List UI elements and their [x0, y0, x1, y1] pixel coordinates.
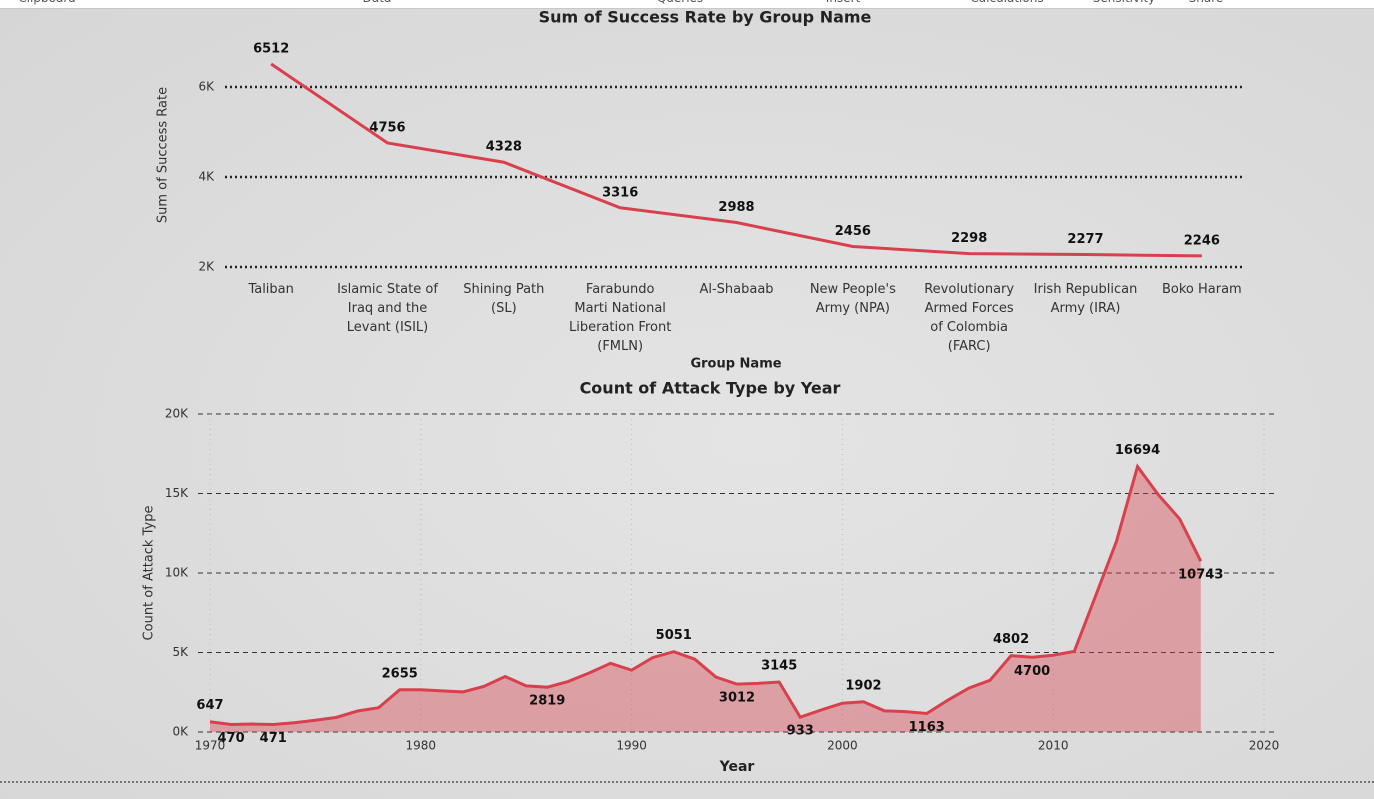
x-tick-label: 1970 — [195, 739, 226, 753]
chart-title: Count of Attack Type by Year — [580, 379, 841, 398]
data-label: 4756 — [369, 120, 405, 135]
x-tick-label: Farabundo Marti National Liberation Fron… — [568, 282, 672, 354]
data-label: 16694 — [1115, 443, 1160, 458]
line — [270, 62, 1202, 258]
x-tick-label: Islamic State of Iraq and the Levant (IS… — [337, 282, 438, 335]
y-tick-label: 2K — [198, 260, 215, 274]
data-label: 4700 — [1014, 664, 1050, 679]
data-label: 2277 — [1067, 232, 1103, 247]
data-label: 2456 — [835, 224, 871, 239]
ribbon-tab: Sensitivity — [1093, 0, 1155, 5]
ribbon-tab: Data — [363, 0, 392, 5]
data-label: 647 — [196, 698, 223, 713]
data-label: 2655 — [382, 666, 418, 681]
y-tick-label: 0K — [172, 725, 189, 739]
x-tick-label: 2020 — [1249, 739, 1280, 753]
data-label: 1902 — [845, 678, 881, 693]
data-label: 6512 — [253, 41, 289, 56]
data-label: 933 — [787, 724, 814, 739]
data-label: 10743 — [1178, 568, 1223, 583]
x-tick-label: Taliban — [248, 282, 294, 297]
data-label: 2988 — [718, 200, 754, 215]
x-tick-label: New People's Army (NPA) — [809, 282, 896, 316]
data-label: 2819 — [529, 694, 565, 709]
data-label: 2246 — [1184, 233, 1220, 248]
data-label: 470 — [218, 731, 245, 746]
x-tick-label: Boko Haram — [1161, 282, 1242, 297]
x-tick-label: Shining Path (SL) — [463, 282, 545, 316]
ribbon-tab: Queries — [657, 0, 703, 5]
data-label: 3316 — [602, 185, 638, 200]
area — [210, 466, 1201, 732]
y-tick-label: 20K — [165, 407, 189, 421]
y-tick-label: 6K — [198, 80, 215, 94]
ribbon-tab: Share — [1189, 0, 1224, 5]
data-label: 5051 — [656, 628, 692, 643]
y-axis-title: Count of Attack Type — [142, 506, 157, 641]
data-label: 4802 — [993, 632, 1029, 647]
x-tick-label: 1990 — [616, 739, 647, 753]
x-tick-label: Irish Republican Army (IRA) — [1033, 282, 1138, 316]
x-axis-title: Group Name — [690, 357, 781, 372]
x-tick-label: 2010 — [1038, 739, 1069, 753]
x-tick-label: Al-Shabaab — [699, 282, 774, 297]
data-label: 4328 — [486, 140, 522, 155]
line — [209, 463, 1203, 727]
x-tick-label: 2000 — [827, 739, 858, 753]
y-tick-label: 10K — [165, 566, 189, 580]
chart-title: Sum of Success Rate by Group Name — [539, 8, 872, 27]
data-label: 471 — [260, 731, 287, 746]
data-label: 3012 — [719, 691, 755, 706]
ribbon-tab: Insert — [826, 0, 860, 5]
y-axis-title: Sum of Success Rate — [156, 87, 171, 223]
x-tick-label: 1980 — [406, 739, 437, 753]
y-tick-label: 15K — [165, 486, 189, 500]
ribbon-tab: Clipboard — [18, 0, 75, 5]
data-label: 1163 — [909, 720, 945, 735]
y-tick-label: 4K — [198, 170, 215, 184]
x-tick-label: Revolutionary Armed Forces of Colombia (… — [924, 282, 1015, 354]
ribbon: Clipboard Data Queries Insert Calculations Se… — [0, 0, 1374, 9]
ribbon-tab: Calculations — [970, 0, 1043, 5]
data-label: 3145 — [761, 658, 797, 673]
x-axis-title: Year — [719, 759, 755, 775]
data-label: 2298 — [951, 231, 987, 246]
y-tick-label: 5K — [172, 645, 189, 659]
